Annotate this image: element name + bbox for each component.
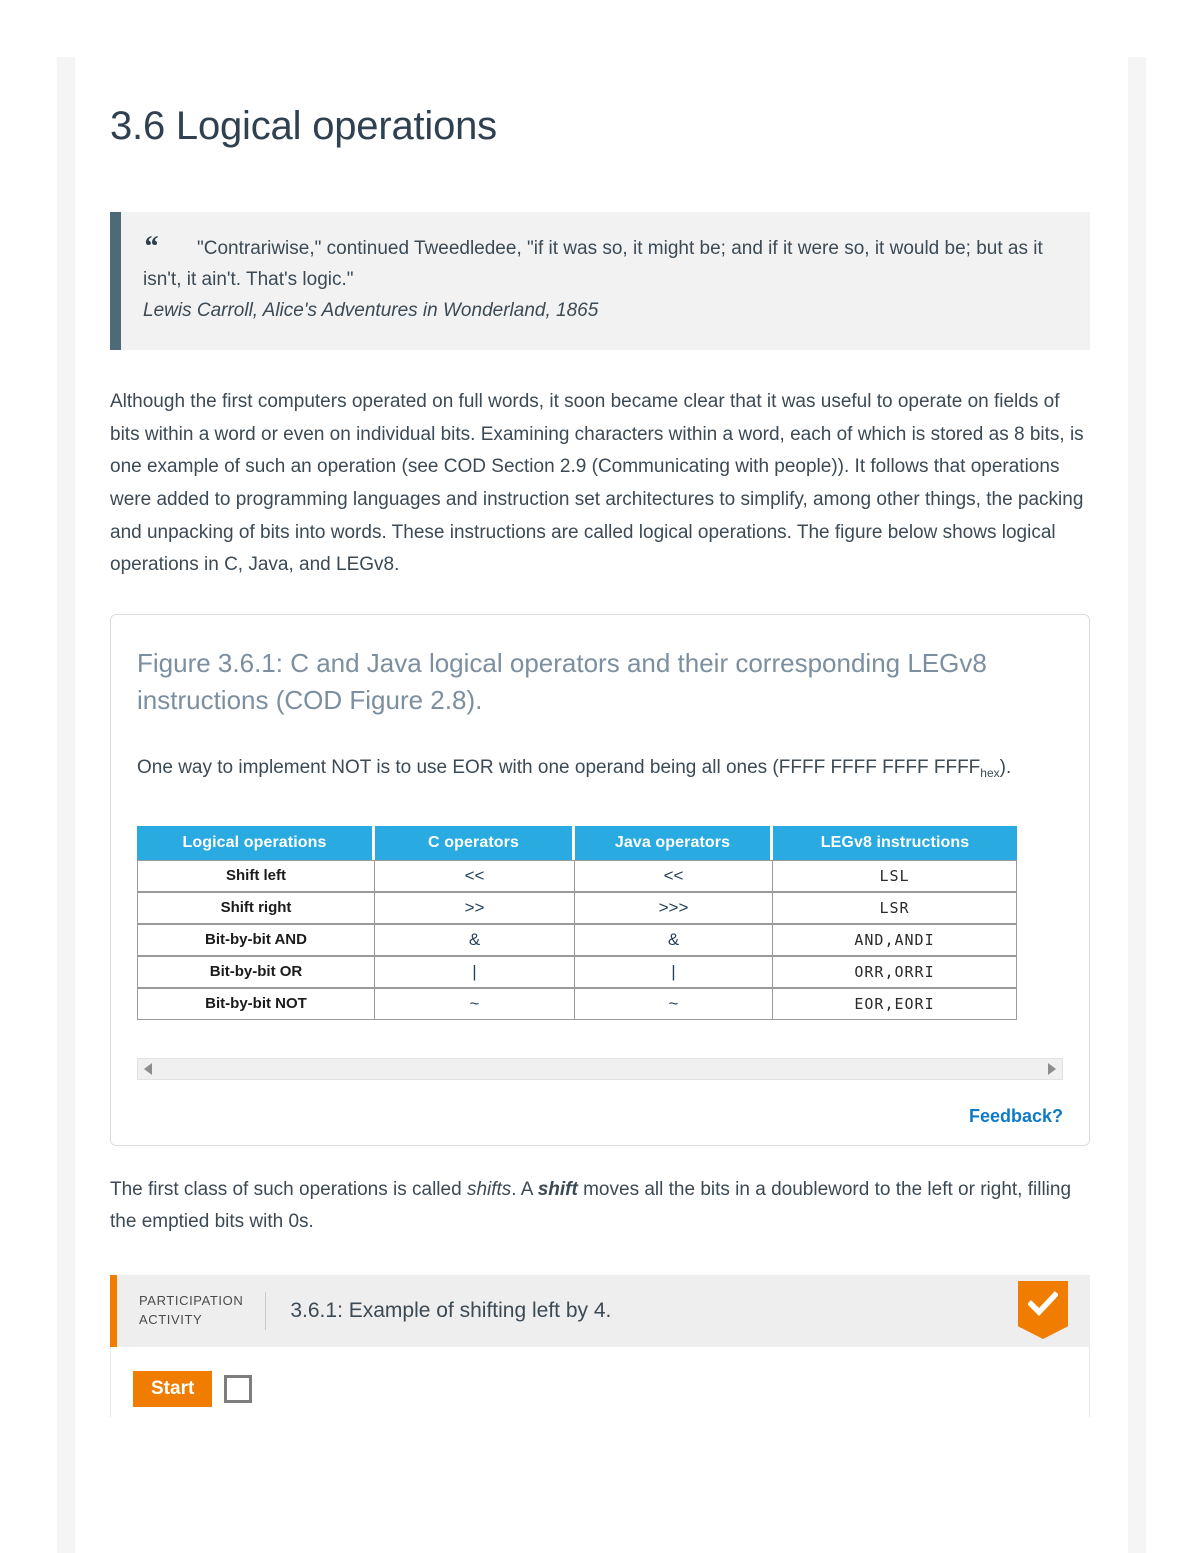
intro-paragraph: Although the first computers operated on… bbox=[110, 391, 1084, 576]
shifts-part-2: . A bbox=[511, 1178, 538, 1200]
cell-legv8-instruction: EOR,EORI bbox=[773, 987, 1017, 1020]
triangle-left-icon[interactable] bbox=[144, 1062, 152, 1075]
participation-activity: PARTICIPATION ACTIVITY 3.6.1: Example of… bbox=[110, 1274, 1090, 1417]
table-scroll-region[interactable]: Logical operations C operators Java oper… bbox=[137, 825, 1063, 1020]
figure-title: Figure 3.6.1: C and Java logical operato… bbox=[137, 648, 987, 715]
figure-caption-before: One way to implement NOT is to use EOR w… bbox=[137, 756, 981, 778]
quote-body: “ "Contrariwise," continued Tweedledee, … bbox=[121, 212, 1090, 350]
shifts-part-1: The first class of such operations is ca… bbox=[110, 1178, 467, 1200]
cell-legv8-instruction: LSL bbox=[773, 859, 1017, 892]
quote-attribution: Lewis Carroll, Alice's Adventures in Won… bbox=[143, 299, 599, 321]
cell-operation: Shift right bbox=[137, 891, 375, 924]
cell-legv8-instruction: AND,ANDI bbox=[773, 923, 1017, 956]
progress-checkbox[interactable] bbox=[224, 1374, 253, 1403]
participation-activity-body: Start bbox=[110, 1346, 1090, 1417]
cell-operation: Bit-by-bit OR bbox=[137, 955, 375, 988]
column-header-legv8-instructions: LEGv8 instructions bbox=[773, 825, 1017, 860]
cell-java-operator: & bbox=[575, 923, 773, 956]
page-edge-strip-right bbox=[1128, 57, 1146, 1553]
cell-c-operator: & bbox=[375, 923, 575, 956]
start-button[interactable]: Start bbox=[133, 1370, 213, 1407]
table-header-row: Logical operations C operators Java oper… bbox=[137, 825, 1017, 860]
cell-operation: Bit-by-bit NOT bbox=[137, 987, 375, 1020]
quotation-mark-icon: “ bbox=[143, 230, 158, 263]
figure-card: Figure 3.6.1: C and Java logical operato… bbox=[110, 614, 1090, 1146]
participation-activity-label: PARTICIPATION ACTIVITY bbox=[117, 1292, 267, 1330]
content-column: 3.6 Logical operations “ "Contrariwise,"… bbox=[110, 0, 1090, 1417]
table-row: Bit-by-bit NOT ~ ~ EOR,EORI bbox=[137, 987, 1017, 1020]
cell-operation: Bit-by-bit AND bbox=[137, 923, 375, 956]
figure-caption-subscript: hex bbox=[980, 765, 1000, 780]
cell-java-operator: | bbox=[575, 955, 773, 988]
shifts-italic-shifts: shifts bbox=[466, 1178, 512, 1200]
column-header-java-operators: Java operators bbox=[575, 825, 773, 860]
page-edge-strip-left bbox=[57, 57, 75, 1553]
page-title: 3.6 Logical operations bbox=[110, 104, 497, 148]
table-row: Bit-by-bit OR | | ORR,ORRI bbox=[137, 955, 1017, 988]
cell-c-operator: ~ bbox=[375, 987, 575, 1020]
cell-c-operator: | bbox=[375, 955, 575, 988]
table-row: Bit-by-bit AND & & AND,ANDI bbox=[137, 923, 1017, 956]
cell-java-operator: >>> bbox=[575, 891, 773, 924]
cell-java-operator: ~ bbox=[575, 987, 773, 1020]
table-row: Shift right >> >>> LSR bbox=[137, 891, 1017, 924]
quote-text: "Contrariwise," continued Tweedledee, "i… bbox=[143, 238, 1043, 290]
quote-block: “ "Contrariwise," continued Tweedledee, … bbox=[110, 212, 1090, 350]
table-row: Shift left << << LSL bbox=[137, 859, 1017, 892]
triangle-right-icon[interactable] bbox=[1048, 1062, 1056, 1075]
cell-legv8-instruction: ORR,ORRI bbox=[773, 955, 1017, 988]
quote-accent-bar bbox=[110, 212, 121, 350]
check-badge-icon bbox=[1018, 1280, 1068, 1339]
cell-c-operator: << bbox=[375, 859, 575, 892]
horizontal-scrollbar[interactable] bbox=[137, 1057, 1063, 1080]
shifts-bold-shift: shift bbox=[537, 1178, 578, 1200]
table-body: Shift left << << LSL Shift right >> >>> … bbox=[137, 859, 1017, 1020]
feedback-row: Feedback? bbox=[137, 1106, 1063, 1127]
cell-java-operator: << bbox=[575, 859, 773, 892]
cell-operation: Shift left bbox=[137, 859, 375, 892]
cell-c-operator: >> bbox=[375, 891, 575, 924]
shifts-part-3: moves all the bits in a doubleword to th… bbox=[110, 1178, 1072, 1233]
figure-caption: One way to implement NOT is to use EOR w… bbox=[137, 753, 1063, 784]
column-header-c-operators: C operators bbox=[375, 825, 575, 860]
cell-legv8-instruction: LSR bbox=[773, 891, 1017, 924]
logical-operations-table: Logical operations C operators Java oper… bbox=[137, 825, 1017, 1020]
participation-activity-title: 3.6.1: Example of shifting left by 4. bbox=[290, 1298, 612, 1322]
figure-caption-after: ). bbox=[999, 756, 1012, 778]
table-header: Logical operations C operators Java oper… bbox=[137, 825, 1017, 860]
shifts-paragraph: The first class of such operations is ca… bbox=[110, 1174, 1090, 1239]
participation-accent-bar bbox=[110, 1274, 117, 1347]
participation-activity-header: PARTICIPATION ACTIVITY 3.6.1: Example of… bbox=[110, 1274, 1090, 1347]
feedback-link[interactable]: Feedback? bbox=[968, 1105, 1063, 1126]
column-header-logical-operations: Logical operations bbox=[137, 825, 375, 860]
